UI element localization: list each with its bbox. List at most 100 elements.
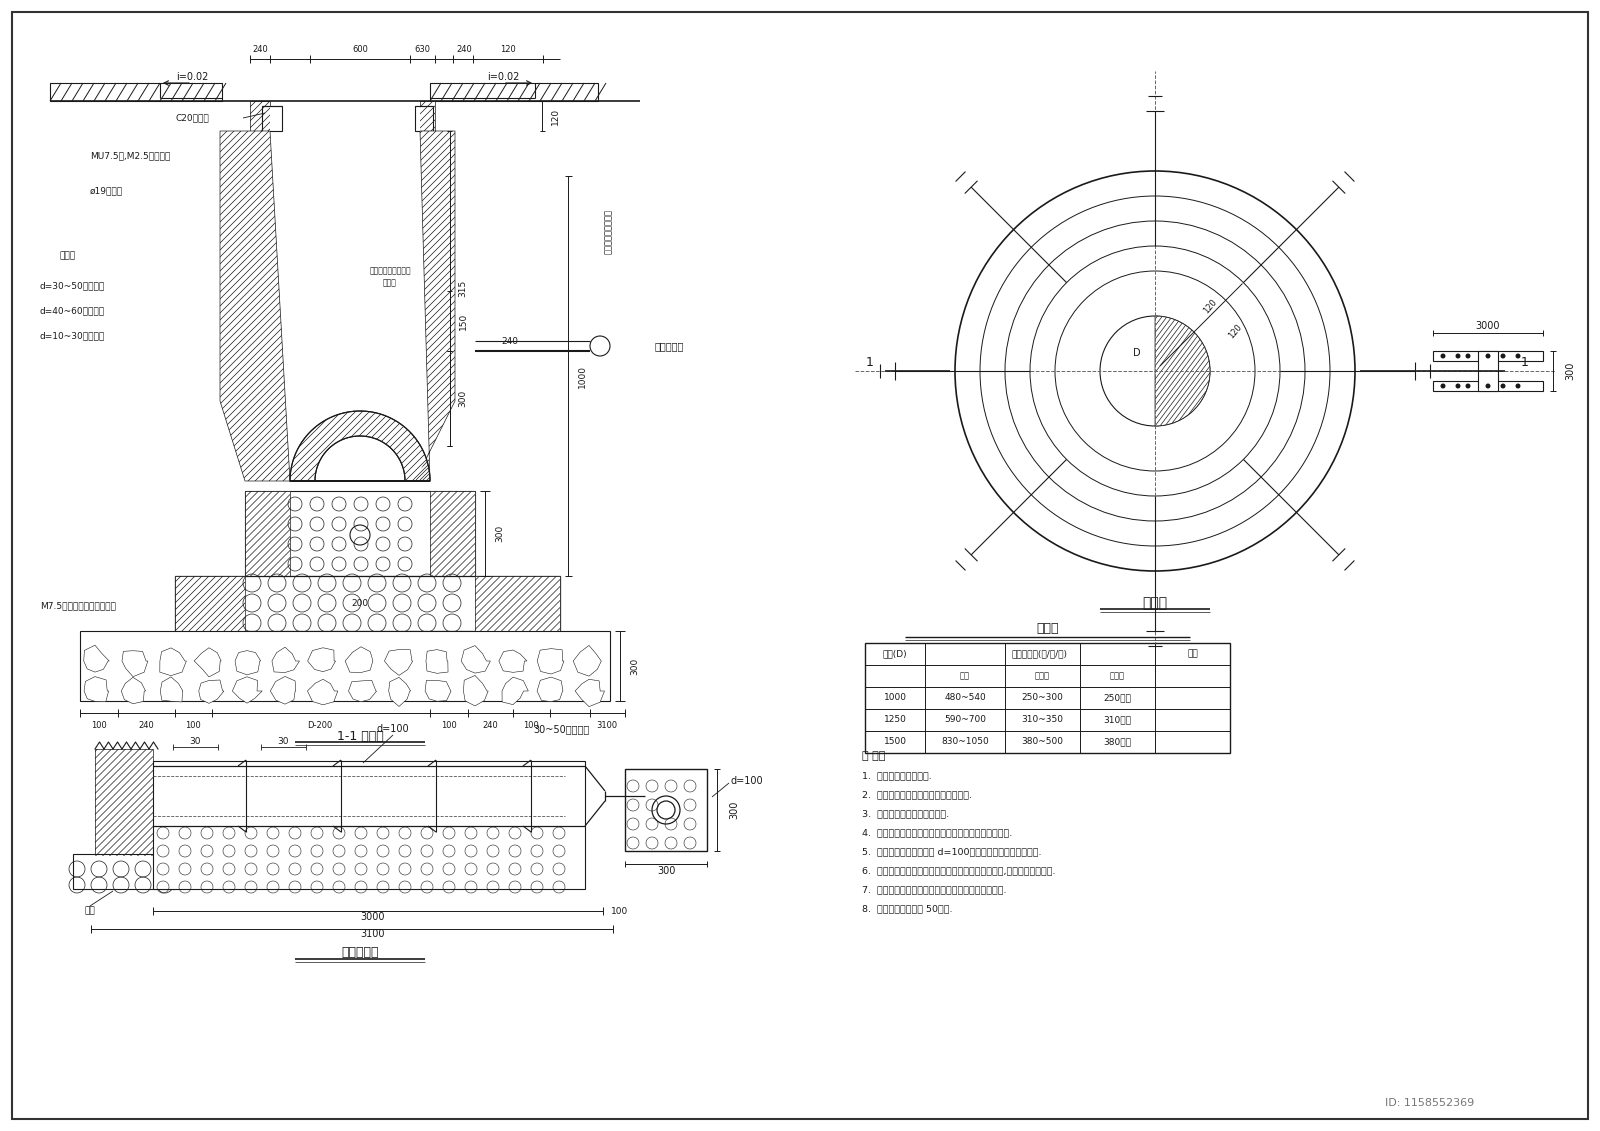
Text: i=0.02: i=0.02 [176,72,208,83]
Text: 120: 120 [1227,322,1243,340]
Text: 1.  本土尺寸均以毫米计.: 1. 本土尺寸均以毫米计. [862,771,931,780]
Bar [262,106,282,131]
Text: 视地下水管深度而定: 视地下水管深度而定 [603,208,613,253]
Polygon shape [419,101,435,131]
Polygon shape [122,650,147,676]
Polygon shape [464,675,488,706]
Polygon shape [475,576,560,631]
Text: 600: 600 [352,44,368,53]
Text: 3000: 3000 [1475,321,1501,331]
Text: 240: 240 [501,337,518,345]
Circle shape [1485,383,1491,389]
Polygon shape [384,649,413,675]
Text: ø19铁爬梯: ø19铁爬梯 [90,187,123,196]
Text: d=40~60毫米卵石: d=40~60毫米卵石 [40,307,106,316]
Polygon shape [194,648,221,677]
Text: 1: 1 [1522,356,1530,370]
Text: 240: 240 [456,44,472,53]
Text: D: D [1133,348,1141,359]
Polygon shape [414,131,454,481]
Text: 310~350: 310~350 [1021,716,1064,725]
Polygon shape [426,681,451,701]
Polygon shape [502,677,528,705]
Text: 100: 100 [186,720,202,729]
Text: C20混凝土: C20混凝土 [174,113,208,122]
Bar [1434,381,1542,391]
Polygon shape [94,749,154,856]
Text: 1000: 1000 [883,693,907,702]
Text: 380~500: 380~500 [1021,737,1064,746]
Text: 250以下: 250以下 [1104,693,1131,702]
Polygon shape [307,680,338,705]
Text: 1: 1 [866,356,874,370]
Bar [50,83,222,101]
Polygon shape [198,680,224,703]
Bar [430,83,598,101]
Circle shape [1456,354,1461,359]
Text: 120: 120 [1202,297,1219,314]
Text: 300: 300 [730,801,739,819]
Circle shape [1466,354,1470,359]
Polygon shape [538,649,563,674]
Polygon shape [232,676,262,703]
Polygon shape [426,649,448,673]
Text: 基础: 基础 [85,907,96,915]
Polygon shape [83,645,109,672]
Polygon shape [499,650,526,672]
Text: 1-1 剖面图: 1-1 剖面图 [336,729,384,742]
Text: M7.5水泥砂浆灌注块石基础: M7.5水泥砂浆灌注块石基础 [40,602,115,611]
Circle shape [1501,354,1506,359]
Text: 1000: 1000 [578,364,587,388]
Text: d=100: d=100 [731,776,763,786]
Text: 下水进水管: 下水进水管 [654,342,685,351]
Text: 平面图: 平面图 [1142,596,1168,610]
Polygon shape [85,676,109,701]
Text: D-200: D-200 [307,720,333,729]
Text: 120: 120 [501,44,515,53]
Text: 100: 100 [91,720,107,729]
Text: 3.  本渗井不能设置在车行道上.: 3. 本渗井不能设置在车行道上. [862,809,949,818]
Text: d=10~30毫米卵石: d=10~30毫米卵石 [40,331,106,340]
Circle shape [1485,354,1491,359]
Circle shape [1515,354,1520,359]
Text: 1500: 1500 [883,737,907,746]
Polygon shape [160,648,186,675]
Text: 3100: 3100 [360,929,386,939]
Text: 630: 630 [414,44,430,53]
Circle shape [1440,383,1445,389]
Text: 土壤处理量(升/日/㎡): 土壤处理量(升/日/㎡) [1013,649,1069,658]
Polygon shape [538,677,563,701]
Polygon shape [122,677,146,703]
Circle shape [1466,383,1470,389]
Text: 30~50毫米卵石: 30~50毫米卵石 [533,724,589,734]
Polygon shape [573,646,602,676]
Polygon shape [290,411,430,481]
Text: 干砌和水泥砂浆砌筑: 干砌和水泥砂浆砌筑 [370,267,411,276]
Text: 240: 240 [138,720,154,729]
Text: ID: 1158552369: ID: 1158552369 [1386,1098,1475,1108]
Bar [866,644,1230,753]
Text: 300: 300 [1565,362,1574,380]
Text: 100: 100 [442,720,458,729]
Text: 7.  下水进水管方向和数量根据工程设计具体条件决定.: 7. 下水进水管方向和数量根据工程设计具体条件决定. [862,884,1006,893]
Bar [626,769,707,851]
Polygon shape [461,646,490,673]
Text: MU7.5砖,M2.5水泥砂浆: MU7.5砖,M2.5水泥砂浆 [90,152,170,161]
Polygon shape [307,648,336,672]
Polygon shape [235,650,261,675]
Text: 敬请土: 敬请土 [1110,672,1125,681]
Text: 4.  本渗井所接受之粪便必须先经过化粪池或化粪井处理.: 4. 本渗井所接受之粪便必须先经过化粪池或化粪井处理. [862,828,1013,837]
Polygon shape [1155,316,1210,426]
Text: 250~300: 250~300 [1021,693,1064,702]
Text: 8.  井顶高出附近地面 50毫米.: 8. 井顶高出附近地面 50毫米. [862,904,952,913]
Polygon shape [250,101,270,131]
Text: 渗管大样图: 渗管大样图 [341,947,379,959]
Text: 3100: 3100 [597,720,618,729]
Text: i=0.02: i=0.02 [486,72,518,83]
Circle shape [1101,316,1210,426]
Text: 100: 100 [523,720,539,729]
Circle shape [1515,383,1520,389]
Bar [174,576,560,631]
Text: 830~1050: 830~1050 [941,737,989,746]
Text: 分界线: 分界线 [382,278,397,287]
